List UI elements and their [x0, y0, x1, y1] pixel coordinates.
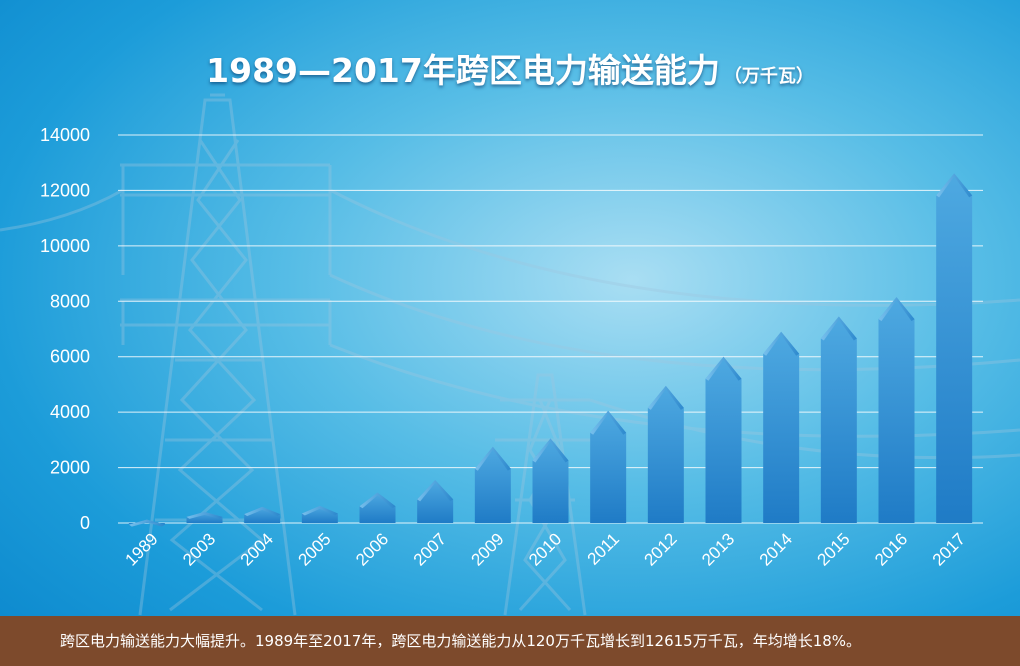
footer-caption: 跨区电力输送能力大幅提升。1989年至2017年，跨区电力输送能力从120万千瓦… — [0, 616, 1020, 666]
x-tick-label: 2005 — [294, 529, 334, 569]
bar-body — [820, 316, 857, 523]
bar-cap — [417, 480, 454, 502]
bar-body — [763, 331, 800, 523]
bar-2010 — [532, 438, 569, 523]
y-tick-label: 12000 — [40, 180, 90, 200]
x-tick-label: 2003 — [179, 529, 219, 569]
bar-body — [878, 297, 915, 523]
bar-body — [705, 356, 742, 523]
x-tick-label: 2004 — [237, 529, 277, 569]
bars — [128, 173, 973, 527]
bar-cap — [244, 506, 281, 517]
bar-1989 — [128, 519, 165, 527]
y-tick-label: 10000 — [40, 236, 90, 256]
bar-cap — [359, 492, 396, 509]
x-tick-label: 2012 — [640, 529, 680, 569]
bar-cap — [532, 438, 569, 463]
bar-body — [359, 492, 396, 523]
bar-2016 — [878, 297, 915, 523]
bar-2005 — [301, 505, 338, 523]
bar-cap — [647, 385, 684, 410]
footer-text: 跨区电力输送能力大幅提升。1989年至2017年，跨区电力输送能力从120万千瓦… — [60, 632, 862, 650]
bar-cap — [186, 511, 223, 519]
bar-cap — [590, 410, 627, 435]
bar-body — [647, 385, 684, 523]
bar-2011 — [590, 410, 627, 523]
chart-title-text: 1989—2017年跨区电力输送能力 — [206, 51, 720, 90]
bar-cap — [474, 446, 511, 471]
x-tick-label: 2006 — [352, 529, 392, 569]
chart-unit: （万千瓦） — [723, 66, 814, 87]
x-tick-label: 2013 — [698, 529, 738, 569]
x-tick-label: 2016 — [871, 529, 911, 569]
y-tick-label: 2000 — [50, 458, 90, 478]
bar-2007 — [417, 480, 454, 523]
bar-body — [936, 173, 973, 524]
bar-body — [417, 480, 454, 523]
bar-2014 — [763, 331, 800, 523]
y-tick-label: 8000 — [50, 291, 90, 311]
y-tick-label: 14000 — [40, 125, 90, 145]
bar-cap — [763, 331, 800, 356]
x-tick-label: 2015 — [813, 529, 853, 569]
bar-2009 — [474, 446, 511, 523]
bar-body — [532, 438, 569, 523]
x-tick-label: 2010 — [525, 529, 565, 569]
x-tick-label: 2017 — [929, 529, 969, 569]
bar-cap — [128, 519, 165, 527]
bar-cap — [936, 173, 973, 198]
x-tick-label: 1989 — [121, 529, 161, 569]
bar-2004 — [244, 506, 281, 523]
bar-2006 — [359, 492, 396, 523]
y-tick-label: 0 — [80, 513, 90, 533]
bar-cap — [820, 316, 857, 341]
bar-2003 — [186, 511, 223, 523]
bar-cap — [301, 505, 338, 516]
bar-body — [474, 446, 511, 523]
bar-cap — [878, 297, 915, 322]
x-tick-label: 2007 — [410, 529, 450, 569]
chart-title: 1989—2017年跨区电力输送能力 （万千瓦） — [0, 44, 1020, 92]
y-tick-label: 4000 — [50, 402, 90, 422]
x-tick-label: 2014 — [756, 529, 796, 569]
y-tick-label: 6000 — [50, 347, 90, 367]
bar-chart: 0 2000 4000 6000 8000 10000 12000 14000 1989 200… — [40, 125, 973, 569]
bar-cap — [705, 356, 742, 381]
x-tick-label: 2011 — [584, 529, 623, 568]
bar-2017 — [936, 173, 973, 524]
x-axis-ticks: 1989 2003 2004 2005 2006 2007 2009 2010 2011 2012… — [121, 529, 969, 569]
y-axis-ticks: 0 2000 4000 6000 8000 10000 12000 14000 — [40, 125, 90, 533]
bar-2013 — [705, 356, 742, 523]
bar-body — [590, 410, 627, 523]
x-tick-label: 2009 — [467, 529, 507, 569]
bar-2015 — [820, 316, 857, 523]
bar-2012 — [647, 385, 684, 523]
